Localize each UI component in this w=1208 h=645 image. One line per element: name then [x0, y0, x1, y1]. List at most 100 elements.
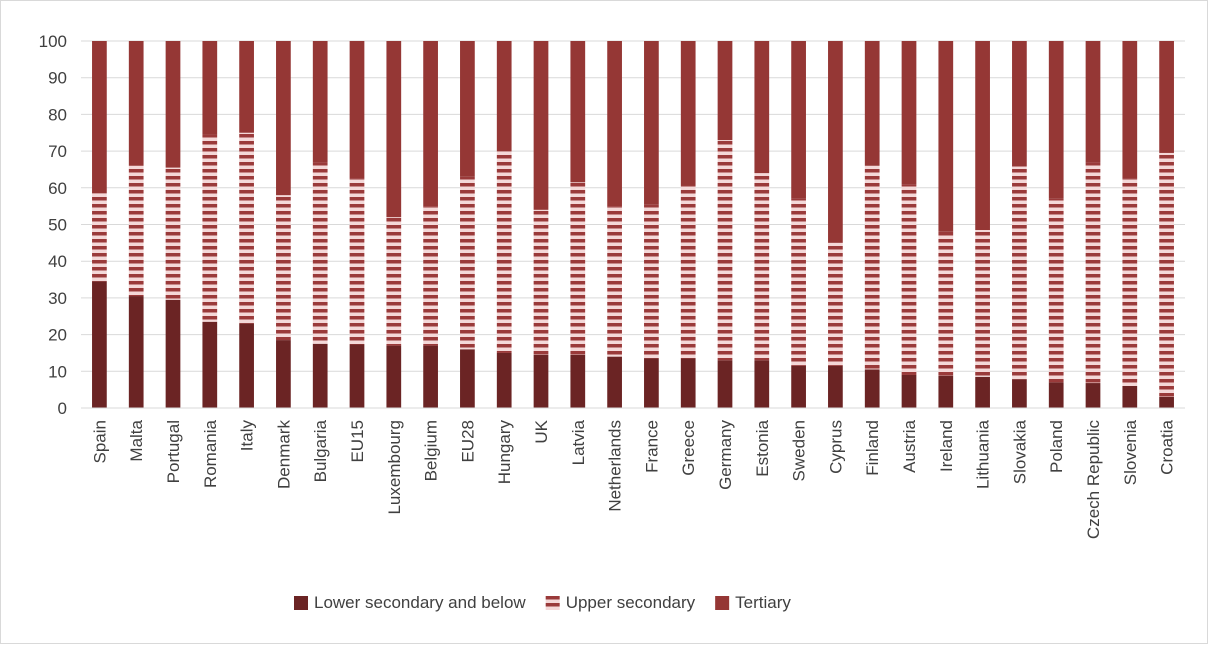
y-tick-label: 100: [39, 32, 67, 51]
bar-segment-upper-secondary: [864, 165, 880, 370]
x-tick-label: Belgium: [422, 420, 441, 481]
legend-swatch: [715, 596, 730, 610]
bar-segment-lower-secondary-and-below: [1048, 382, 1064, 408]
bar-segment-tertiary: [128, 41, 144, 166]
bar-segment-lower-secondary-and-below: [938, 375, 954, 408]
bar-segment-lower-secondary-and-below: [312, 343, 328, 408]
bar-segment-lower-secondary-and-below: [680, 358, 696, 408]
bar-segment-upper-secondary: [644, 204, 659, 359]
bar-segment-upper-secondary: [165, 167, 181, 300]
x-tick-label: Slovakia: [1010, 419, 1029, 484]
bar-segment-upper-secondary: [312, 162, 328, 344]
bar-segment-tertiary: [349, 41, 365, 179]
bar-segment-lower-secondary-and-below: [717, 360, 733, 408]
x-tick-label: Luxembourg: [385, 420, 404, 515]
x-tick-label: Spain: [90, 420, 109, 463]
bar-segment-upper-secondary: [239, 132, 254, 324]
bar-segment-tertiary: [864, 41, 880, 166]
bar-segment-tertiary: [460, 41, 475, 177]
bar-segment-tertiary: [901, 41, 917, 185]
bar-segment-lower-secondary-and-below: [901, 374, 917, 408]
x-tick-label: Hungary: [495, 420, 514, 485]
x-tick-label: EU15: [348, 420, 367, 463]
bar-segment-tertiary: [680, 41, 696, 186]
bar-segment-upper-secondary: [1048, 198, 1064, 383]
x-tick-label: Romania: [201, 419, 220, 488]
bar-segment-lower-secondary-and-below: [423, 345, 438, 408]
bar-segment-lower-secondary-and-below: [644, 358, 659, 408]
bar-segment-upper-secondary: [680, 185, 696, 359]
x-tick-label: Slovenia: [1121, 419, 1140, 485]
legend-label: Lower secondary and below: [314, 593, 526, 612]
bar-segment-tertiary: [644, 41, 659, 205]
x-tick-label: Italy: [238, 420, 257, 452]
bar-segment-upper-secondary: [570, 182, 586, 355]
bar-segment-tertiary: [1085, 41, 1101, 163]
bar-segment-tertiary: [312, 41, 328, 163]
bar-segment-lower-secondary-and-below: [791, 365, 806, 408]
y-tick-label: 20: [48, 326, 67, 345]
x-tick-label: Finland: [863, 420, 882, 476]
bar-segment-upper-secondary: [1159, 152, 1174, 397]
x-tick-label: UK: [532, 419, 551, 443]
bar-segment-lower-secondary-and-below: [128, 296, 144, 408]
x-tick-label: Croatia: [1158, 419, 1177, 474]
bar-segment-tertiary: [202, 41, 218, 135]
y-tick-label: 80: [48, 105, 67, 124]
bar-segment-tertiary: [1048, 41, 1064, 199]
bar-segment-lower-secondary-and-below: [864, 369, 880, 408]
bar-segment-tertiary: [386, 41, 402, 218]
bar-segment-tertiary: [276, 41, 291, 196]
x-tick-label: Czech Republic: [1084, 420, 1103, 540]
x-tick-label: Malta: [127, 419, 146, 461]
bar-segment-tertiary: [1159, 41, 1174, 153]
bar-segment-tertiary: [239, 41, 254, 133]
y-tick-label: 40: [48, 252, 67, 271]
bar-segment-tertiary: [938, 41, 954, 232]
bar-segment-tertiary: [791, 41, 806, 199]
y-tick-label: 70: [48, 142, 67, 161]
x-tick-label: Netherlands: [606, 420, 625, 512]
y-tick-label: 90: [48, 69, 67, 88]
bar-segment-tertiary: [828, 41, 843, 243]
bar-segment-tertiary: [1122, 41, 1138, 179]
bar-segment-lower-secondary-and-below: [1122, 385, 1138, 408]
x-tick-label: Lithuania: [974, 419, 993, 489]
y-tick-label: 60: [48, 179, 67, 198]
x-tick-label: EU28: [458, 420, 477, 463]
bar-segment-tertiary: [717, 41, 733, 141]
x-tick-label: Latvia: [569, 419, 588, 465]
legend-label: Tertiary: [735, 593, 791, 612]
bar-segment-tertiary: [754, 41, 770, 174]
bar-segment-lower-secondary-and-below: [349, 344, 365, 408]
bar-segment-tertiary: [607, 41, 622, 207]
bar-segment-lower-secondary-and-below: [533, 354, 549, 408]
bar-segment-upper-secondary: [460, 176, 475, 350]
bar-segment-lower-secondary-and-below: [1085, 383, 1101, 408]
bar-segment-upper-secondary: [533, 209, 549, 355]
bar-segment-tertiary: [1012, 41, 1027, 167]
bar-segment-lower-secondary-and-below: [1012, 379, 1027, 408]
bar-segment-lower-secondary-and-below: [239, 323, 254, 408]
bar-segment-tertiary: [496, 41, 512, 152]
bar-segment-lower-secondary-and-below: [92, 281, 107, 408]
x-tick-label: Germany: [716, 420, 735, 490]
legend-label: Upper secondary: [566, 593, 696, 612]
x-tick-label: Poland: [1047, 420, 1066, 473]
bar-segment-upper-secondary: [975, 230, 990, 377]
y-tick-label: 30: [48, 289, 67, 308]
bar-segment-lower-secondary-and-below: [754, 360, 770, 408]
bar-segment-lower-secondary-and-below: [460, 349, 475, 408]
bar-segment-upper-secondary: [938, 231, 954, 376]
x-tick-label: Cyprus: [826, 420, 845, 474]
bar-segment-upper-secondary: [202, 134, 218, 322]
bar-segment-lower-secondary-and-below: [496, 352, 512, 408]
bar-segment-upper-secondary: [128, 165, 144, 297]
bar-segment-tertiary: [975, 41, 990, 230]
x-tick-label: Greece: [679, 420, 698, 476]
bar-segment-upper-secondary: [754, 173, 770, 361]
bar-segment-upper-secondary: [901, 184, 917, 375]
x-tick-label: Ireland: [937, 420, 956, 472]
bar-segment-upper-secondary: [423, 206, 438, 346]
bar-segment-upper-secondary: [791, 198, 806, 366]
